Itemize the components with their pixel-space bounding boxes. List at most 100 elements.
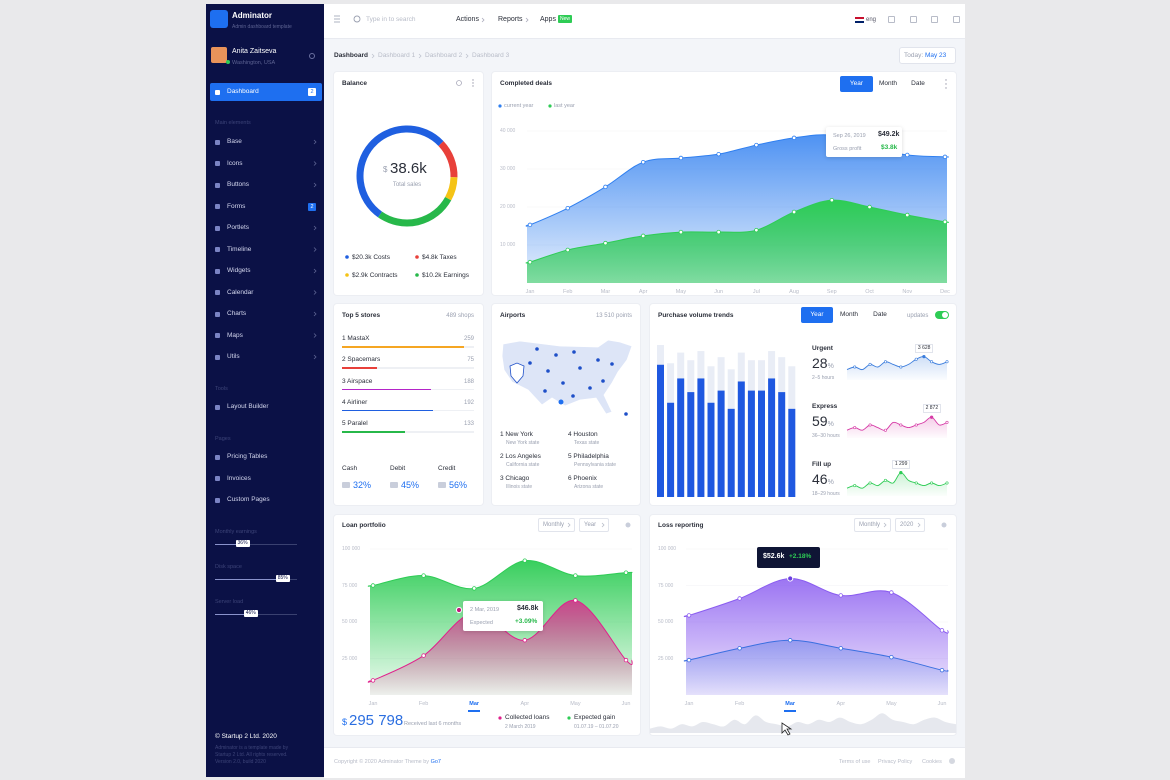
nav-item[interactable]: Utils [227, 353, 240, 360]
spark-peak [922, 355, 926, 359]
bar [758, 390, 765, 497]
filter-label[interactable]: Year [584, 522, 597, 528]
tab[interactable]: Month [839, 311, 859, 318]
legend-dot [415, 273, 419, 277]
nav-item[interactable]: Maps [227, 331, 243, 339]
store-value: 75 [467, 357, 474, 364]
language[interactable]: eng [866, 17, 877, 23]
nav-item[interactable]: Charts [227, 310, 247, 317]
nav-item[interactable]: Layout Builder [227, 403, 269, 410]
area-line [525, 199, 949, 264]
data-point [939, 667, 945, 673]
filter-label[interactable]: Monthly [859, 522, 881, 528]
data-point [421, 573, 426, 578]
slider-value: 36% [235, 540, 250, 547]
more-dot [472, 82, 474, 84]
map-dot [571, 394, 575, 398]
y-tick-label: 40 000 [500, 128, 516, 134]
x-tick-label: Apr [836, 701, 846, 707]
chevron [525, 17, 529, 23]
tab[interactable]: Month [878, 80, 898, 87]
top-icon[interactable] [931, 16, 938, 23]
top-icon[interactable] [888, 16, 895, 23]
top-icon[interactable] [953, 16, 960, 23]
tab-active[interactable] [840, 76, 873, 92]
filter[interactable] [854, 518, 891, 532]
nav-item[interactable]: Dashboard [227, 88, 259, 95]
legend-item: $10.2k Earnings [422, 271, 469, 281]
search-input[interactable]: Type in to search [366, 16, 416, 23]
bar-track [342, 367, 474, 369]
status-dot [226, 60, 230, 64]
data-point [905, 212, 910, 218]
date-picker[interactable] [899, 47, 956, 64]
data-point [565, 205, 570, 211]
slider-value: 46% [243, 610, 258, 617]
spark-peak [899, 471, 903, 475]
sidebar-note: Version 2.0, build 2020 [215, 759, 266, 765]
bar [697, 378, 705, 497]
nav-item[interactable]: Pricing Tables [227, 453, 268, 460]
nav-item[interactable]: Widgets [227, 267, 251, 274]
donut-segment [445, 176, 458, 201]
nav-item[interactable]: Buttons [227, 181, 250, 188]
filter-label[interactable]: 2020 [900, 522, 914, 528]
sidebar [206, 4, 324, 777]
active-point [455, 606, 463, 614]
filter-label[interactable]: Monthly [543, 522, 565, 528]
nav-item[interactable]: Timeline [227, 245, 252, 253]
y-tick-label: 25 000 [342, 655, 358, 662]
filter[interactable] [895, 518, 925, 532]
tooltip-value: $49.2k [878, 131, 900, 138]
y-tick-label: 50 000 [658, 619, 674, 625]
x-tick-label: Jun [621, 701, 631, 707]
tab[interactable]: Date [873, 311, 887, 318]
breadcrumb-item[interactable]: Dashboard 1 [378, 52, 416, 59]
x-tick-label: Aug [789, 289, 799, 295]
nav-active[interactable] [210, 83, 322, 101]
tab[interactable]: Year [849, 80, 864, 87]
section-title: Main elements [215, 120, 251, 126]
top-menu[interactable]: Reports [498, 16, 523, 23]
nav-item[interactable]: Base [227, 138, 242, 145]
top-menu[interactable]: Apps [540, 16, 556, 23]
store-bar [342, 346, 465, 348]
map-dot [543, 389, 547, 393]
cursor [781, 722, 793, 736]
author-link[interactable]: Go7 [430, 759, 441, 765]
slider-fill [215, 544, 245, 545]
nav-item[interactable]: Portlets [227, 224, 250, 231]
toggle-knob [942, 312, 948, 318]
nav-item[interactable]: Forms [227, 202, 246, 210]
nav-icon [215, 290, 220, 295]
spark-point [868, 481, 872, 485]
legend-dot [415, 255, 419, 259]
filter[interactable] [579, 518, 609, 532]
x-tick-label: Mar [785, 701, 796, 707]
tab[interactable]: Year [810, 311, 824, 318]
metric-unit: % [827, 421, 834, 428]
tab[interactable]: Date [911, 80, 925, 87]
flag [855, 17, 864, 23]
breadcrumb-item[interactable]: Dashboard [334, 52, 368, 59]
top-menu[interactable]: Actions [456, 16, 479, 23]
tooltip-label: Expected [470, 620, 493, 626]
nav-item[interactable]: Icons [227, 159, 243, 167]
top-icon[interactable] [910, 16, 917, 23]
spark-point [883, 478, 887, 482]
data-point [942, 219, 948, 225]
nav-item[interactable]: Invoices [227, 474, 251, 482]
footer-link[interactable]: Terms of use [839, 759, 871, 765]
area-line [683, 639, 949, 672]
footer-link[interactable]: Cookies [922, 759, 942, 765]
filter[interactable] [538, 518, 575, 532]
breadcrumb-item[interactable]: Dashboard 2 [425, 52, 463, 59]
tab-active[interactable] [801, 307, 833, 323]
stat-label: Credit [438, 465, 456, 472]
nav-item[interactable]: Custom Pages [227, 496, 270, 503]
data-point [686, 613, 692, 618]
map-marker [509, 362, 525, 384]
breadcrumb-item[interactable]: Dashboard 3 [472, 52, 510, 59]
nav-item[interactable]: Calendar [227, 288, 254, 296]
footer-link[interactable]: Privacy Policy [878, 759, 913, 765]
